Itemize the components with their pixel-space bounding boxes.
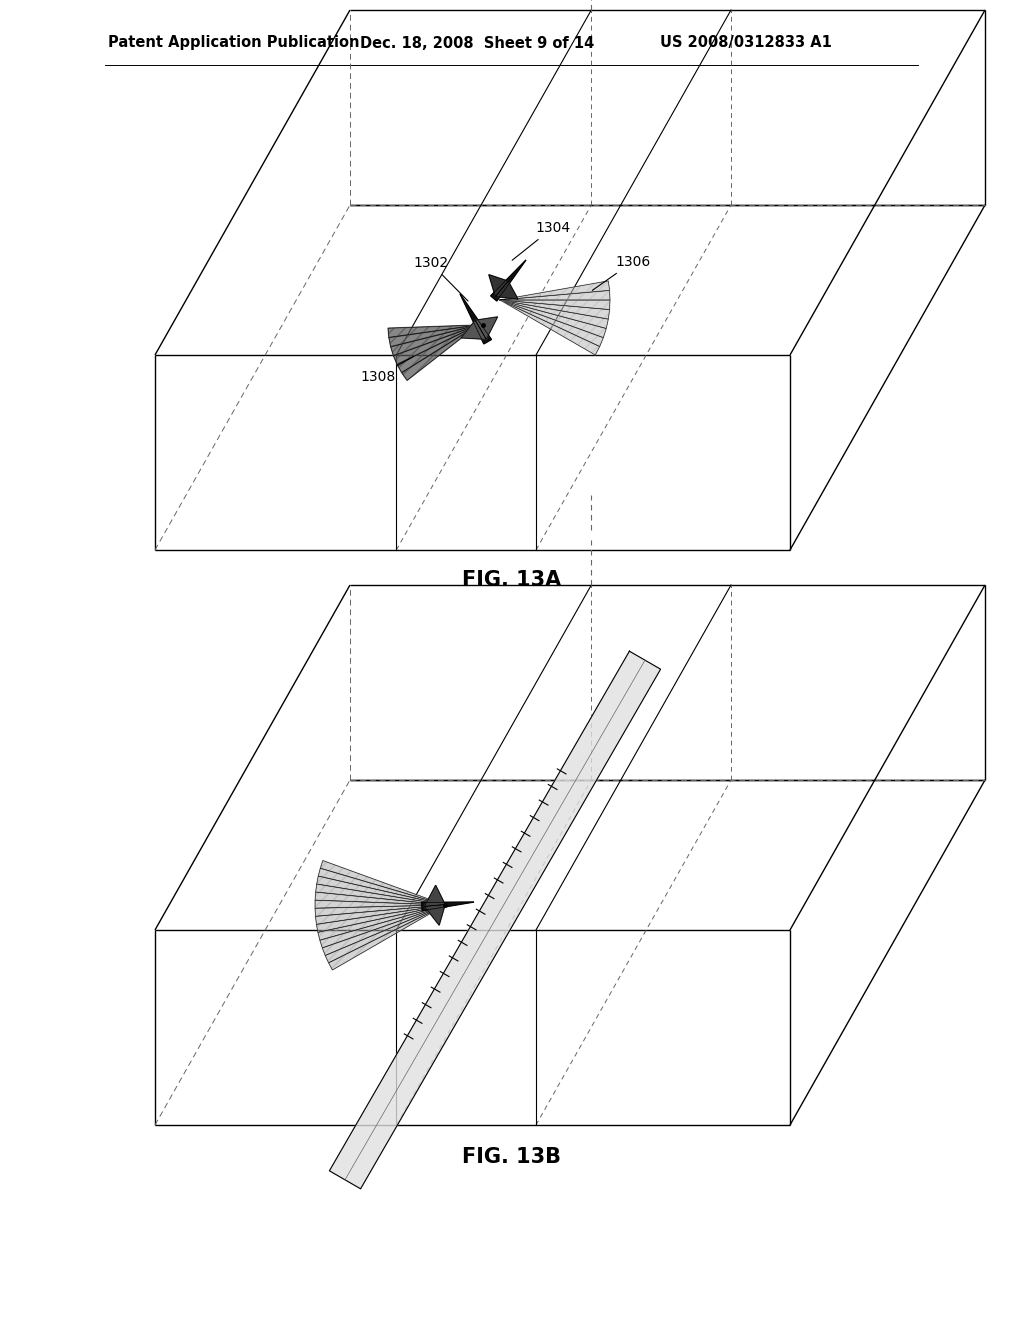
Polygon shape [460,294,492,345]
Polygon shape [496,281,518,300]
Text: Dec. 18, 2008  Sheet 9 of 14: Dec. 18, 2008 Sheet 9 of 14 [360,36,594,50]
Polygon shape [475,317,498,339]
Polygon shape [500,281,609,300]
Polygon shape [391,325,478,356]
Polygon shape [490,260,526,301]
Polygon shape [329,906,445,970]
Polygon shape [323,906,445,956]
Polygon shape [397,325,478,372]
Text: Patent Application Publication: Patent Application Publication [108,36,359,50]
Polygon shape [500,300,606,338]
Polygon shape [393,325,478,364]
Text: FIG. 13B: FIG. 13B [463,1147,561,1167]
Polygon shape [319,906,445,948]
Polygon shape [315,900,445,908]
Polygon shape [488,275,508,297]
Text: 1308: 1308 [360,356,414,384]
Polygon shape [316,906,445,932]
Polygon shape [461,321,486,339]
Polygon shape [425,904,445,925]
Polygon shape [330,651,660,1189]
Polygon shape [500,300,603,346]
Polygon shape [315,892,445,906]
Polygon shape [389,325,478,347]
Polygon shape [318,869,445,906]
Polygon shape [500,300,608,329]
Polygon shape [388,325,478,338]
Polygon shape [326,906,445,962]
Text: 1304: 1304 [512,220,570,260]
Text: 1306: 1306 [592,255,650,290]
Text: FIG. 13A: FIG. 13A [463,570,561,590]
Polygon shape [401,325,478,380]
Polygon shape [315,884,445,906]
Polygon shape [315,906,445,924]
Polygon shape [316,876,445,906]
Polygon shape [425,886,445,907]
Polygon shape [422,902,474,911]
Polygon shape [321,861,445,906]
Polygon shape [500,300,610,310]
Polygon shape [317,906,445,940]
Polygon shape [500,300,600,355]
Polygon shape [315,906,445,916]
Text: 1302: 1302 [413,256,468,301]
Polygon shape [500,300,609,319]
Text: US 2008/0312833 A1: US 2008/0312833 A1 [660,36,831,50]
Polygon shape [500,290,610,300]
